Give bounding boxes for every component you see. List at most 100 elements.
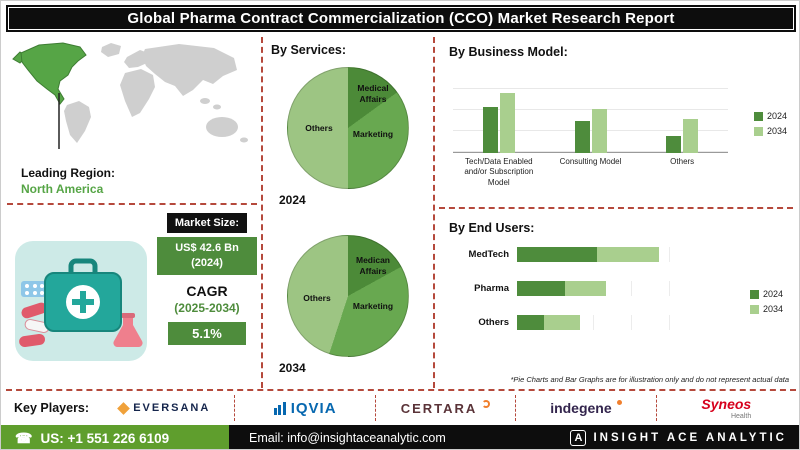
first-aid-kit-illustration [15, 241, 147, 361]
eversana-name: EVERSANA [133, 402, 211, 414]
cagr-block: CAGR (2025-2034) 5.1% [157, 283, 257, 345]
business-model-legend: 2024 2034 [753, 111, 787, 136]
services-pie-2034: Medican Affairs Marketing Others 2034 [279, 235, 409, 375]
category-label: Tech/Data Enabled and/or Subscription Mo… [464, 157, 534, 187]
divider [261, 37, 263, 388]
certara-swoosh-icon [482, 400, 491, 408]
by-business-model-section: By Business Model: Tech/Data Enabled and… [439, 37, 795, 205]
key-players-row: Key Players: EVERSANA IQVIA CERTARA inde… [6, 393, 796, 423]
bar-2024 [666, 136, 682, 153]
bar-2034 [499, 92, 515, 153]
bar-2024 [574, 121, 590, 153]
pie-label-marketing: Marketing [352, 129, 394, 139]
indegene-name: indegene [550, 400, 612, 416]
email-address: Email: info@insightaceanalytic.com [249, 431, 446, 445]
bar-row: Others [455, 315, 707, 330]
category-label: Others [478, 317, 509, 328]
divider [433, 37, 435, 388]
report-title-bar: Global Pharma Contract Commercialization… [6, 5, 796, 32]
legend-swatch-2024 [753, 111, 763, 121]
category-label: MedTech [468, 249, 509, 260]
pie-year-2024: 2024 [279, 193, 306, 207]
category-label: Pharma [474, 283, 509, 294]
footer-bar: ☎ US: +1 551 226 6109 Email: info@insigh… [1, 425, 799, 449]
syneos-name: Syneos [701, 395, 752, 412]
bar-2034 [596, 247, 660, 262]
world-map [12, 42, 248, 149]
legend-swatch-2024 [749, 289, 759, 299]
email-block: Email: info@insightaceanalytic.com [229, 425, 565, 449]
services-heading: By Services: [271, 43, 347, 57]
brand-name: INSIGHT ACE ANALYTIC [593, 432, 787, 444]
end-users-heading: By End Users: [449, 221, 535, 235]
bar-row: Pharma [455, 281, 707, 296]
phone-number: US: +1 551 226 6109 [40, 430, 170, 446]
pie-label-medical-affairs: Medican Affairs [355, 255, 390, 276]
logo-syneos: Syneos Health [655, 395, 796, 421]
pie-label-medical-affairs: Medical Affairs [357, 83, 389, 104]
category-label: Others [670, 157, 695, 166]
iqvia-name: IQVIA [290, 399, 337, 417]
cagr-value: 5.1% [168, 322, 246, 345]
bar-row: MedTech [455, 247, 707, 262]
divider [6, 389, 796, 391]
certara-name: CERTARA [400, 400, 478, 416]
cagr-label: CAGR [186, 283, 228, 299]
pie-chart-2034 [287, 235, 409, 357]
chart-gridlines [453, 69, 728, 153]
bar-track [517, 315, 707, 330]
bar-2034 [591, 109, 607, 153]
business-model-chart: Tech/Data Enabled and/or Subscription Mo… [453, 69, 728, 188]
phone-icon: ☎ [15, 429, 33, 446]
category-label: Consulting Model [559, 157, 622, 166]
brand-block: A INSIGHT ACE ANALYTIC [564, 425, 799, 449]
bar-2024 [482, 106, 498, 153]
pie-label-others: Others [303, 293, 331, 303]
leading-region-value: North America [21, 181, 104, 196]
by-end-users-section: By End Users: MedTech Pharma Others [439, 213, 795, 387]
disclaimer-footnote: *Pie Charts and Bar Graphs are for illus… [510, 375, 790, 384]
legend-swatch-2034 [753, 126, 763, 136]
north-america-highlight [12, 42, 87, 105]
bar-2024 [517, 281, 565, 296]
market-size-section: Market Size: US$ 42.6 Bn (2024) CAGR (20… [7, 209, 259, 387]
logo-certara: CERTARA [374, 395, 515, 421]
bar-2024 [517, 315, 544, 330]
logo-indegene: indegene [515, 395, 655, 421]
pie-year-2034: 2034 [279, 361, 306, 375]
bar-group: Others [636, 69, 728, 188]
bar-group: Consulting Model [545, 69, 637, 188]
divider [7, 203, 257, 205]
end-users-chart: MedTech Pharma Others [455, 247, 707, 349]
market-size-label: Market Size: [166, 213, 248, 233]
indegene-dot-icon [616, 399, 622, 405]
business-model-heading: By Business Model: [449, 45, 568, 59]
insight-ace-logo-icon: A [570, 430, 587, 446]
by-services-section: By Services: Medical Affairs Marketing O… [265, 37, 431, 387]
bar-2034 [543, 315, 580, 330]
services-pie-2024: Medical Affairs Marketing Others 2024 [279, 67, 409, 207]
bar-track [517, 247, 707, 262]
legend-label-2034: 2034 [762, 304, 783, 314]
bar-group: Tech/Data Enabled and/or Subscription Mo… [453, 69, 545, 188]
legend-label-2024: 2024 [762, 289, 783, 299]
bar-track [517, 281, 707, 296]
pie-label-marketing: Marketing [352, 301, 394, 311]
bar-2024 [517, 247, 597, 262]
syneos-sub: Health [730, 412, 752, 420]
logo-iqvia: IQVIA [234, 395, 374, 421]
legend-label-2034: 2034 [766, 126, 787, 136]
phone-block: ☎ US: +1 551 226 6109 [1, 425, 229, 449]
cagr-period: (2025-2034) [174, 301, 240, 315]
legend-label-2024: 2024 [766, 111, 787, 121]
bar-2034 [564, 281, 607, 296]
logo-eversana: EVERSANA [95, 395, 234, 421]
report-title: Global Pharma Contract Commercialization… [127, 10, 675, 27]
leading-region-section: Leading Region: North America [7, 37, 259, 201]
legend-swatch-2034 [749, 304, 759, 314]
divider [439, 207, 793, 209]
pie-chart-2024 [287, 67, 409, 189]
market-size-block: Market Size: US$ 42.6 Bn (2024) [157, 213, 257, 275]
market-size-value: US$ 42.6 Bn (2024) [157, 237, 257, 275]
